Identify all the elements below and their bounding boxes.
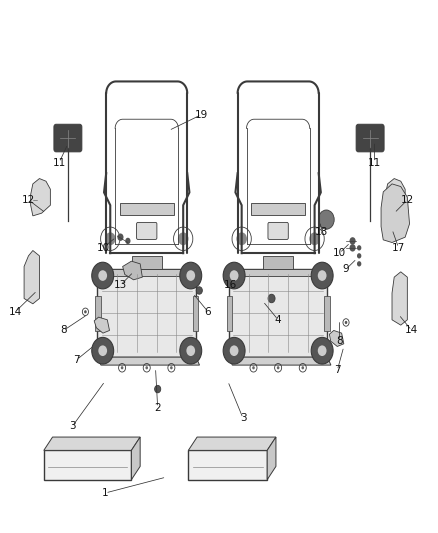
Circle shape bbox=[223, 271, 228, 278]
Circle shape bbox=[125, 238, 131, 244]
FancyBboxPatch shape bbox=[193, 295, 198, 330]
Text: 9: 9 bbox=[343, 264, 350, 274]
Polygon shape bbox=[392, 272, 407, 325]
Polygon shape bbox=[229, 357, 331, 365]
Circle shape bbox=[180, 337, 201, 364]
Polygon shape bbox=[94, 317, 110, 333]
Text: 19: 19 bbox=[195, 110, 208, 119]
Circle shape bbox=[350, 244, 356, 252]
Circle shape bbox=[309, 232, 320, 245]
Circle shape bbox=[301, 366, 304, 369]
Polygon shape bbox=[385, 179, 405, 216]
Text: 14: 14 bbox=[9, 307, 22, 317]
Circle shape bbox=[187, 270, 195, 281]
FancyBboxPatch shape bbox=[233, 269, 323, 276]
FancyBboxPatch shape bbox=[54, 124, 82, 152]
Circle shape bbox=[318, 210, 334, 229]
FancyBboxPatch shape bbox=[137, 222, 157, 239]
FancyBboxPatch shape bbox=[229, 269, 327, 357]
Text: 7: 7 bbox=[73, 355, 80, 365]
Text: 1: 1 bbox=[102, 488, 109, 498]
Circle shape bbox=[357, 245, 361, 251]
Text: 3: 3 bbox=[69, 422, 76, 431]
Polygon shape bbox=[267, 437, 276, 480]
Polygon shape bbox=[381, 184, 410, 243]
Text: 8: 8 bbox=[336, 336, 343, 346]
Text: 3: 3 bbox=[240, 414, 247, 423]
Circle shape bbox=[277, 366, 279, 369]
Circle shape bbox=[170, 366, 173, 369]
Circle shape bbox=[99, 270, 107, 281]
Polygon shape bbox=[123, 261, 142, 280]
Circle shape bbox=[252, 366, 255, 369]
Text: 10: 10 bbox=[333, 248, 346, 258]
Text: 16: 16 bbox=[223, 280, 237, 290]
FancyBboxPatch shape bbox=[356, 124, 384, 152]
Circle shape bbox=[311, 337, 333, 364]
Text: 11: 11 bbox=[368, 158, 381, 167]
Circle shape bbox=[223, 262, 245, 289]
Circle shape bbox=[350, 237, 356, 245]
Circle shape bbox=[92, 262, 114, 289]
FancyBboxPatch shape bbox=[132, 256, 162, 269]
Text: 17: 17 bbox=[392, 243, 405, 253]
Text: 12: 12 bbox=[22, 195, 35, 205]
Circle shape bbox=[230, 270, 238, 281]
Polygon shape bbox=[188, 437, 276, 450]
FancyBboxPatch shape bbox=[263, 256, 293, 269]
Circle shape bbox=[117, 233, 124, 241]
Circle shape bbox=[178, 232, 188, 245]
Circle shape bbox=[105, 232, 116, 245]
Text: 4: 4 bbox=[275, 315, 282, 325]
FancyBboxPatch shape bbox=[268, 222, 288, 239]
Polygon shape bbox=[131, 437, 140, 480]
Circle shape bbox=[230, 345, 238, 356]
Circle shape bbox=[357, 261, 361, 266]
FancyBboxPatch shape bbox=[44, 450, 131, 480]
FancyBboxPatch shape bbox=[102, 269, 192, 276]
Polygon shape bbox=[97, 357, 200, 365]
Circle shape bbox=[92, 337, 114, 364]
Text: 6: 6 bbox=[205, 307, 212, 317]
Circle shape bbox=[223, 337, 245, 364]
Text: 18: 18 bbox=[315, 227, 328, 237]
FancyBboxPatch shape bbox=[324, 295, 330, 330]
Circle shape bbox=[187, 345, 195, 356]
Circle shape bbox=[155, 385, 161, 393]
Circle shape bbox=[84, 310, 87, 313]
Text: 2: 2 bbox=[154, 403, 161, 413]
Polygon shape bbox=[24, 251, 39, 304]
Circle shape bbox=[121, 366, 124, 369]
Text: 13: 13 bbox=[114, 280, 127, 290]
Circle shape bbox=[345, 321, 347, 324]
Text: 12: 12 bbox=[401, 195, 414, 205]
Text: 10: 10 bbox=[96, 243, 110, 253]
Circle shape bbox=[237, 232, 247, 245]
Polygon shape bbox=[329, 330, 344, 346]
Circle shape bbox=[268, 294, 275, 303]
Polygon shape bbox=[31, 179, 50, 216]
Circle shape bbox=[318, 270, 326, 281]
FancyBboxPatch shape bbox=[188, 450, 267, 480]
FancyBboxPatch shape bbox=[120, 203, 174, 215]
Circle shape bbox=[145, 366, 148, 369]
FancyBboxPatch shape bbox=[97, 269, 196, 357]
Text: 7: 7 bbox=[334, 366, 341, 375]
FancyBboxPatch shape bbox=[227, 295, 232, 330]
Text: 14: 14 bbox=[405, 326, 418, 335]
FancyBboxPatch shape bbox=[251, 203, 305, 215]
Circle shape bbox=[196, 287, 202, 294]
Text: 11: 11 bbox=[53, 158, 66, 167]
Circle shape bbox=[180, 262, 201, 289]
Circle shape bbox=[357, 253, 361, 259]
Text: 8: 8 bbox=[60, 326, 67, 335]
Circle shape bbox=[318, 345, 326, 356]
Circle shape bbox=[99, 345, 107, 356]
FancyBboxPatch shape bbox=[95, 295, 101, 330]
Circle shape bbox=[311, 262, 333, 289]
Polygon shape bbox=[44, 437, 140, 450]
